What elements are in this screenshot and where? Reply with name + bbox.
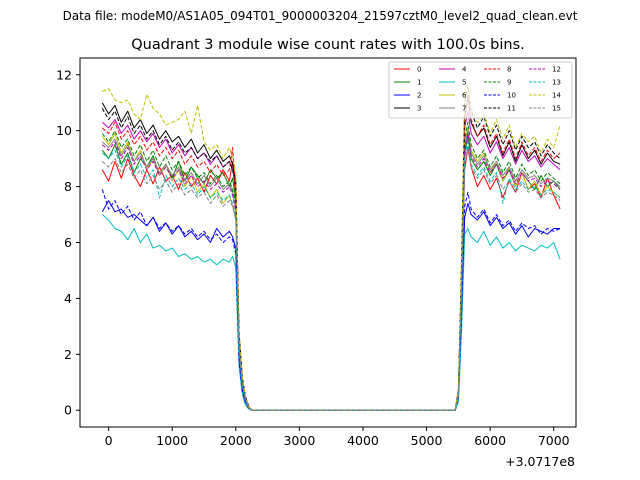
series-group: [101, 82, 561, 411]
legend-label-8: 8: [507, 66, 511, 74]
y-tick-label: 2: [64, 347, 72, 362]
legend-label-1: 1: [417, 79, 421, 87]
y-tick-label: 0: [64, 403, 72, 418]
x-offset-label: +3.0717e8: [505, 454, 575, 469]
series-line-15: [101, 147, 561, 411]
series-line-14: [102, 82, 561, 411]
x-tick-label: 7000: [538, 433, 570, 448]
y-tick-label: 6: [64, 235, 72, 250]
chart-title: Quadrant 3 module wise count rates with …: [131, 37, 525, 53]
x-tick-label: 3000: [283, 433, 315, 448]
legend-label-11: 11: [507, 105, 516, 113]
x-tick-label: 0: [105, 433, 113, 448]
legend-label-6: 6: [462, 92, 467, 100]
x-tick-label: 4000: [347, 433, 379, 448]
legend-label-15: 15: [552, 105, 561, 113]
legend-label-14: 14: [552, 92, 561, 100]
y-tick-label: 8: [64, 179, 72, 194]
legend-label-10: 10: [507, 92, 516, 100]
x-tick-label: 6000: [474, 433, 506, 448]
legend-label-12: 12: [552, 66, 561, 74]
x-tick-label: 5000: [411, 433, 443, 448]
legend-label-9: 9: [507, 79, 511, 87]
legend-label-0: 0: [417, 66, 421, 74]
legend-label-3: 3: [417, 105, 421, 113]
legend-label-7: 7: [462, 105, 466, 113]
legend-label-4: 4: [462, 66, 467, 74]
x-tick-label: 2000: [220, 433, 252, 448]
legend-label-2: 2: [417, 92, 421, 100]
y-tick-label: 10: [56, 123, 72, 138]
y-tick-label: 12: [56, 67, 72, 82]
legend-label-13: 13: [552, 79, 561, 87]
y-tick-label: 4: [64, 291, 72, 306]
legend-label-5: 5: [462, 79, 466, 87]
x-tick-label: 1000: [156, 433, 188, 448]
figure-suptitle: Data file: modeM0/AS1A05_094T01_90000032…: [63, 9, 578, 23]
legend-box: [388, 61, 573, 119]
